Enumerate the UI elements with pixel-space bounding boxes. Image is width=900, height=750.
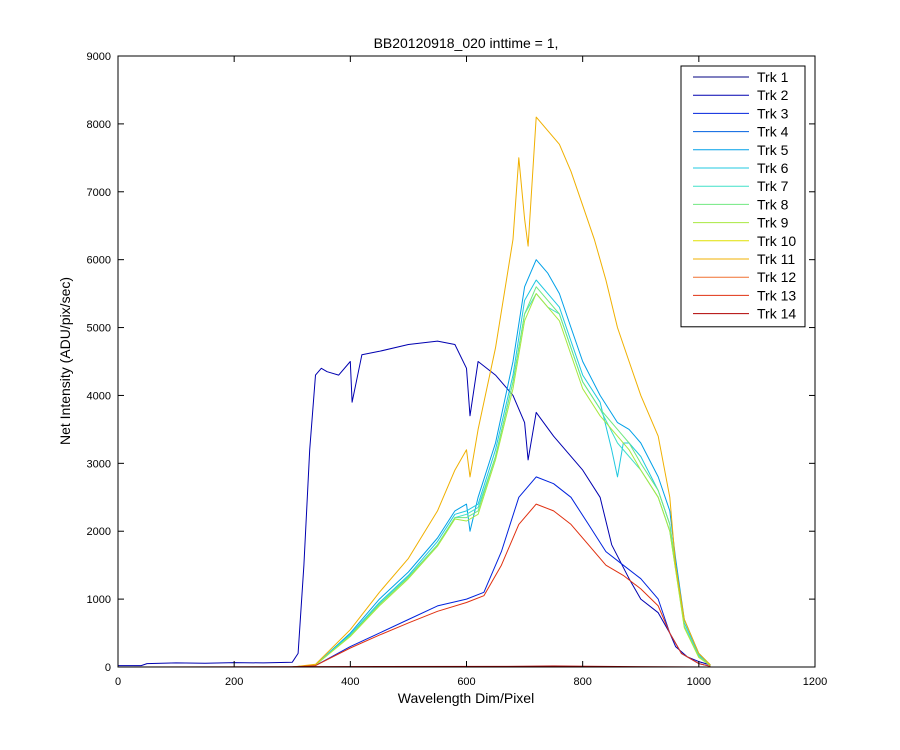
series-line-trk-9: [118, 293, 711, 668]
series-line-trk-2: [118, 340, 711, 667]
y-tick-label: 2000: [87, 526, 111, 538]
chart-title: BB20120918_020 inttime = 1,: [374, 35, 559, 51]
tick-layer: 0 200 400 600 800 1000 1200 0 1000 2000 3000 4000 50…: [87, 51, 828, 688]
legend-label-trk-3: Trk 3: [757, 105, 789, 121]
x-axis-label: Wavelength Dim/Pixel: [398, 690, 534, 706]
series-line-trk-5: [118, 259, 711, 668]
x-tick-label: 0: [115, 676, 121, 688]
legend-label-trk-11: Trk 11: [757, 251, 795, 267]
y-tick-label: 9000: [87, 51, 111, 63]
y-tick-label: 5000: [87, 323, 111, 335]
legend-label-trk-13: Trk 13: [757, 287, 796, 303]
y-tick-label: 0: [105, 662, 111, 674]
y-tick-label: 4000: [87, 390, 111, 402]
legend-label-trk-2: Trk 2: [757, 87, 789, 103]
legend-label-trk-5: Trk 5: [757, 142, 789, 158]
y-axis-label: Net Intensity (ADU/pix/sec): [57, 277, 73, 445]
x-tick-label: 800: [573, 676, 591, 688]
series-line-trk-11: [118, 116, 711, 668]
y-tick-label: 1000: [87, 594, 111, 606]
y-tick-label: 7000: [87, 187, 111, 199]
legend-label-trk-8: Trk 8: [757, 196, 789, 212]
legend-box: [680, 65, 806, 328]
x-tick-label: 1000: [687, 676, 711, 688]
legend-label-trk-7: Trk 7: [757, 178, 789, 194]
y-tick-label: 3000: [87, 458, 111, 470]
legend-label-trk-1: Trk 1: [757, 69, 789, 85]
legend-label-trk-4: Trk 4: [757, 124, 789, 140]
legend-label-trk-6: Trk 6: [757, 160, 789, 176]
legend-label-trk-12: Trk 12: [757, 269, 796, 285]
legend: Trk 1 Trk 2 Trk 3 Trk 4 Trk 5 Trk 6 Trk 7 Trk 8…: [680, 65, 806, 328]
series-line-trk-8: [118, 286, 711, 668]
y-tick-label: 6000: [87, 255, 111, 267]
x-tick-label: 1200: [803, 676, 827, 688]
x-tick-label: 600: [457, 676, 475, 688]
series-line-trk-3: [118, 476, 711, 668]
y-tick-label: 8000: [87, 119, 111, 131]
series-line-trk-13: [118, 503, 711, 668]
legend-label-trk-10: Trk 10: [757, 233, 796, 249]
x-tick-label: 400: [341, 676, 359, 688]
legend-label-trk-14: Trk 14: [757, 306, 796, 322]
x-tick-label: 200: [225, 676, 243, 688]
legend-label-trk-9: Trk 9: [757, 215, 789, 231]
